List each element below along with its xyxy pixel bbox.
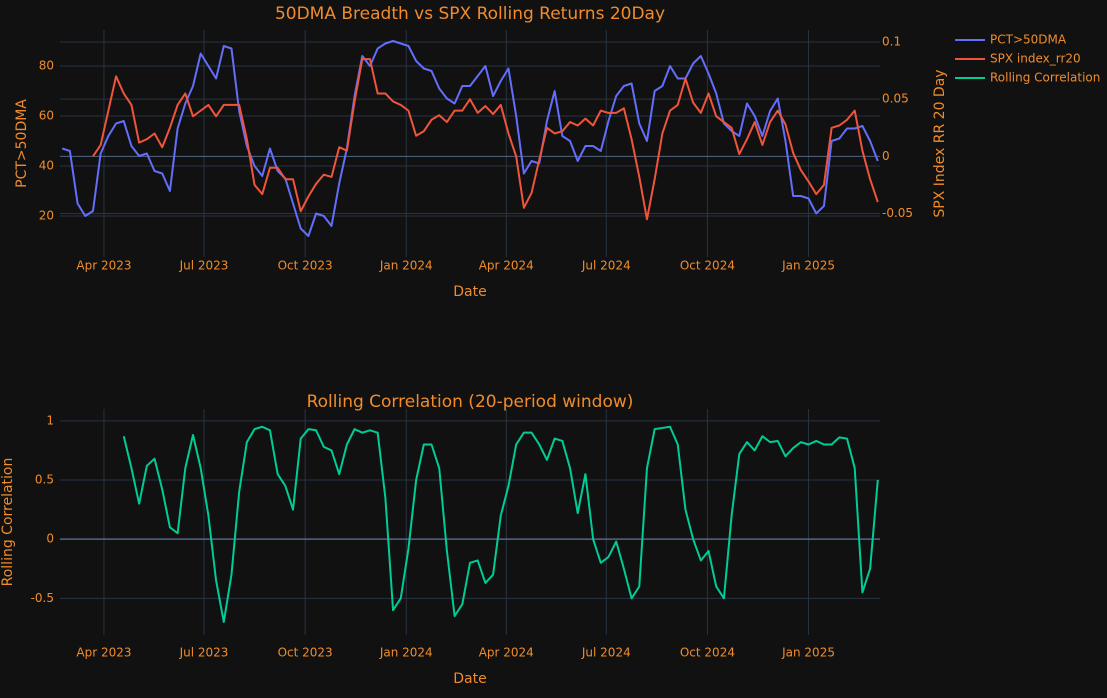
y-tick-label: 80 bbox=[39, 59, 54, 73]
x-tick-label: Jul 2024 bbox=[581, 259, 631, 273]
series-line bbox=[92, 58, 879, 221]
legend-text: PCT>50DMA bbox=[990, 33, 1067, 47]
chart-title: Rolling Correlation (20-period window) bbox=[307, 392, 634, 412]
x-tick-label: Apr 2024 bbox=[479, 259, 534, 273]
series-line bbox=[122, 425, 879, 623]
y-tick-label: 0.5 bbox=[35, 472, 54, 486]
x-tick-label: Oct 2023 bbox=[278, 259, 333, 273]
y-tick-label: 60 bbox=[39, 109, 54, 123]
x-tick-label: Apr 2023 bbox=[76, 259, 131, 273]
y-axis-title: PCT>50DMA bbox=[14, 99, 30, 188]
legend-text: Rolling Correlation bbox=[990, 71, 1100, 85]
x-axis-title: Date bbox=[453, 284, 486, 300]
x-tick-label: Oct 2024 bbox=[680, 259, 735, 273]
y-tick-label: 20 bbox=[39, 209, 54, 223]
y-tick-label: -0.5 bbox=[31, 591, 54, 605]
x-tick-label: Apr 2024 bbox=[479, 646, 534, 660]
y-tick-label: 1 bbox=[46, 413, 54, 427]
y2-tick-label: 0 bbox=[882, 149, 890, 163]
x-tick-label: Jan 2024 bbox=[379, 259, 433, 273]
y2-tick-label: 0.05 bbox=[882, 92, 909, 106]
y2-axis-title: SPX Index RR 20 Day bbox=[932, 69, 948, 217]
x-tick-label: Jan 2025 bbox=[781, 259, 835, 273]
y-tick-label: 0 bbox=[46, 532, 54, 546]
x-tick-label: Oct 2024 bbox=[680, 646, 735, 660]
x-tick-label: Oct 2023 bbox=[278, 646, 333, 660]
chart-title: 50DMA Breadth vs SPX Rolling Returns 20D… bbox=[275, 4, 665, 24]
x-tick-label: Jan 2025 bbox=[781, 646, 835, 660]
x-tick-label: Jul 2024 bbox=[581, 646, 631, 660]
x-tick-label: Jul 2023 bbox=[179, 259, 229, 273]
y2-tick-label: 0.1 bbox=[882, 35, 901, 49]
y-tick-label: 40 bbox=[39, 159, 54, 173]
x-tick-label: Jan 2024 bbox=[379, 646, 433, 660]
x-tick-label: Apr 2023 bbox=[76, 646, 131, 660]
x-axis-title: Date bbox=[453, 671, 486, 687]
x-tick-label: Jul 2023 bbox=[179, 646, 229, 660]
y-axis-title: Rolling Correlation bbox=[0, 458, 16, 587]
series-line bbox=[61, 40, 879, 237]
legend-text: SPX index_rr20 bbox=[990, 52, 1081, 66]
y2-tick-label: -0.05 bbox=[882, 206, 913, 220]
